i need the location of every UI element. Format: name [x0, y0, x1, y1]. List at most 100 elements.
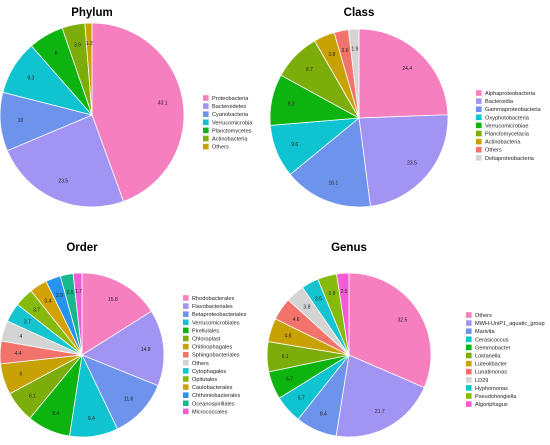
order-legend-label: Rhodobacterales	[192, 296, 234, 302]
genus-slice-label: 6.1	[282, 354, 289, 360]
genus-legend-label: Others	[475, 313, 492, 319]
genus-legend-swatch	[466, 336, 472, 343]
genus-pie-chart: Genus 32.5 21.7 8.4 5.7 5.7 6.1 4.8 4.63.8 3.5 3.9…	[266, 242, 545, 438]
order-slice-label: 6	[20, 372, 23, 378]
genus-legend-label: Pseudohongiella	[475, 394, 517, 400]
phylum-slice-label: 1.2	[86, 41, 93, 47]
phylum-slice-proteobacteria	[91, 22, 185, 202]
genus-slice-algoriphagus	[336, 272, 350, 356]
phylum-slice-bacteroidetes	[6, 114, 125, 208]
order-legend-label: Cytophagales	[192, 369, 226, 375]
class-pie-chart: Class 24.4 23.5 16.1 9.6 9.3 8.7 3.8 2.6 1.9 Alpha…	[269, 7, 542, 208]
order-slice-rhodobacterales	[81, 272, 152, 356]
order-slice-micrococcales	[72, 272, 83, 356]
class-slice-label: 9.6	[291, 142, 298, 148]
genus-legend-swatch	[466, 393, 472, 399]
class-legend-swatch	[476, 106, 482, 112]
order-legend-swatch	[183, 311, 189, 317]
order-slice-label: 2.5	[67, 290, 74, 296]
genus-legend-label: Algoriphagus	[475, 402, 508, 408]
genus-legend-swatch	[466, 328, 472, 334]
order-legend-label: Caulobacterales	[192, 385, 233, 391]
order-legend-swatch	[183, 327, 189, 334]
order-slice-flavobacteriales	[81, 310, 165, 387]
genus-legend-label: Gemmobacter	[475, 345, 511, 351]
phylum-legend-label: Cyanobacteria	[212, 112, 249, 118]
genus-slice-mwh-unip1-aquatic-group	[335, 354, 425, 438]
genus-slice-label: 5.7	[286, 377, 293, 383]
class-legend-label: Oxyphotobacteria	[485, 115, 530, 121]
class-legend-swatch	[476, 130, 482, 137]
class-legend-swatch	[476, 138, 482, 145]
order-legend-label: Pirellulales	[192, 328, 219, 334]
order-pie-chart: Order 15.8 14.8 11.6 9.4 8.4 6.1 6 4.4 4 3.73.7 3.4…	[0, 242, 247, 438]
genus-chart-title: Genus	[331, 242, 367, 254]
genus-legend-label: Cerasicoccus	[475, 337, 509, 343]
order-legend-label: Betaproteobacteriales	[192, 312, 247, 318]
class-legend-label: Others	[485, 148, 502, 154]
phylum-legend-swatch	[203, 95, 209, 101]
phylum-slice-label: 6	[55, 51, 58, 57]
phylum-legend-swatch	[203, 111, 209, 117]
order-legend-swatch	[183, 376, 189, 382]
phylum-slice-others	[84, 22, 93, 116]
phylum-legend-label: Others	[212, 145, 229, 151]
order-legend-swatch	[183, 335, 189, 342]
order-slice-label: 9.4	[88, 416, 95, 422]
order-legend-label: Oceanospirillales	[192, 401, 235, 407]
class-legend-label: Gammaproteobacteria	[485, 107, 542, 113]
order-legend-label: Chloroplast	[192, 337, 221, 343]
order-slice-label: 14.8	[141, 347, 151, 353]
genus-legend-swatch	[466, 312, 472, 318]
class-slice-label: 16.1	[329, 180, 339, 186]
order-legend-swatch	[183, 295, 189, 301]
order-slice-betaproteobacteriales	[81, 354, 159, 430]
class-legend-swatch	[476, 155, 482, 161]
order-slice-label: 4	[20, 334, 23, 340]
genus-slice-label: 3.8	[303, 305, 310, 311]
phylum-legend-swatch	[203, 119, 209, 126]
phylum-legend-label: Actinobacteria	[212, 137, 248, 143]
genus-slice-label: 2.5	[341, 289, 348, 295]
genus-slice-others	[348, 272, 432, 389]
genus-legend-swatch	[466, 344, 472, 351]
order-slice-label: 3.7	[24, 320, 31, 326]
genus-legend-label: Lunatimonas	[475, 370, 507, 376]
genus-slice-label: 5.7	[298, 395, 305, 401]
order-legend-label: Others	[192, 361, 209, 367]
order-legend-swatch	[183, 384, 189, 390]
phylum-legend-swatch	[203, 103, 209, 109]
class-slice-label: 24.4	[402, 66, 412, 72]
order-legend-label: Flavobacteriales	[192, 304, 233, 310]
order-legend-swatch	[183, 392, 189, 398]
phylum-slice-label: 10	[18, 118, 24, 124]
order-legend-label: Sphingobacteriales	[192, 353, 240, 359]
phylum-legend-swatch	[203, 127, 209, 134]
order-legend-swatch	[183, 303, 189, 309]
phylum-chart-title: Phylum	[71, 7, 113, 19]
class-slice-label: 9.3	[288, 101, 295, 107]
class-slice-bacteroidia	[358, 114, 449, 207]
class-chart-title: Class	[344, 7, 375, 19]
genus-legend-label: Loktanella	[475, 354, 501, 360]
class-legend-label: Actinobacteria	[485, 140, 521, 146]
order-legend-swatch	[183, 408, 189, 415]
class-legend-swatch	[476, 98, 482, 104]
genus-legend-label: MWH-UniP1_aquatic_group	[475, 321, 545, 327]
order-slice-label: 11.6	[124, 397, 134, 403]
order-legend-label: Chthoniobacterales	[192, 393, 240, 399]
phylum-slice-label: 3.9	[74, 43, 81, 49]
order-legend-swatch	[183, 351, 189, 358]
class-slice-label: 2.6	[342, 48, 349, 54]
genus-slice-label: 3.9	[328, 291, 335, 297]
phylum-legend-label: Planctomycetes	[212, 128, 252, 134]
genus-legend-swatch	[466, 401, 472, 407]
genus-legend-label: Marivita	[475, 329, 495, 335]
class-legend-label: Alphaproteobacteria	[485, 91, 536, 97]
order-legend: Rhodobacterales Flavobacteriales Betaprote…	[183, 295, 247, 415]
phylum-slice-label: 9.3	[27, 75, 34, 81]
order-slice-label: 4.4	[15, 351, 22, 357]
phylum-slice-label: 23.5	[58, 179, 68, 185]
order-slice-label: 2.9	[56, 293, 63, 299]
